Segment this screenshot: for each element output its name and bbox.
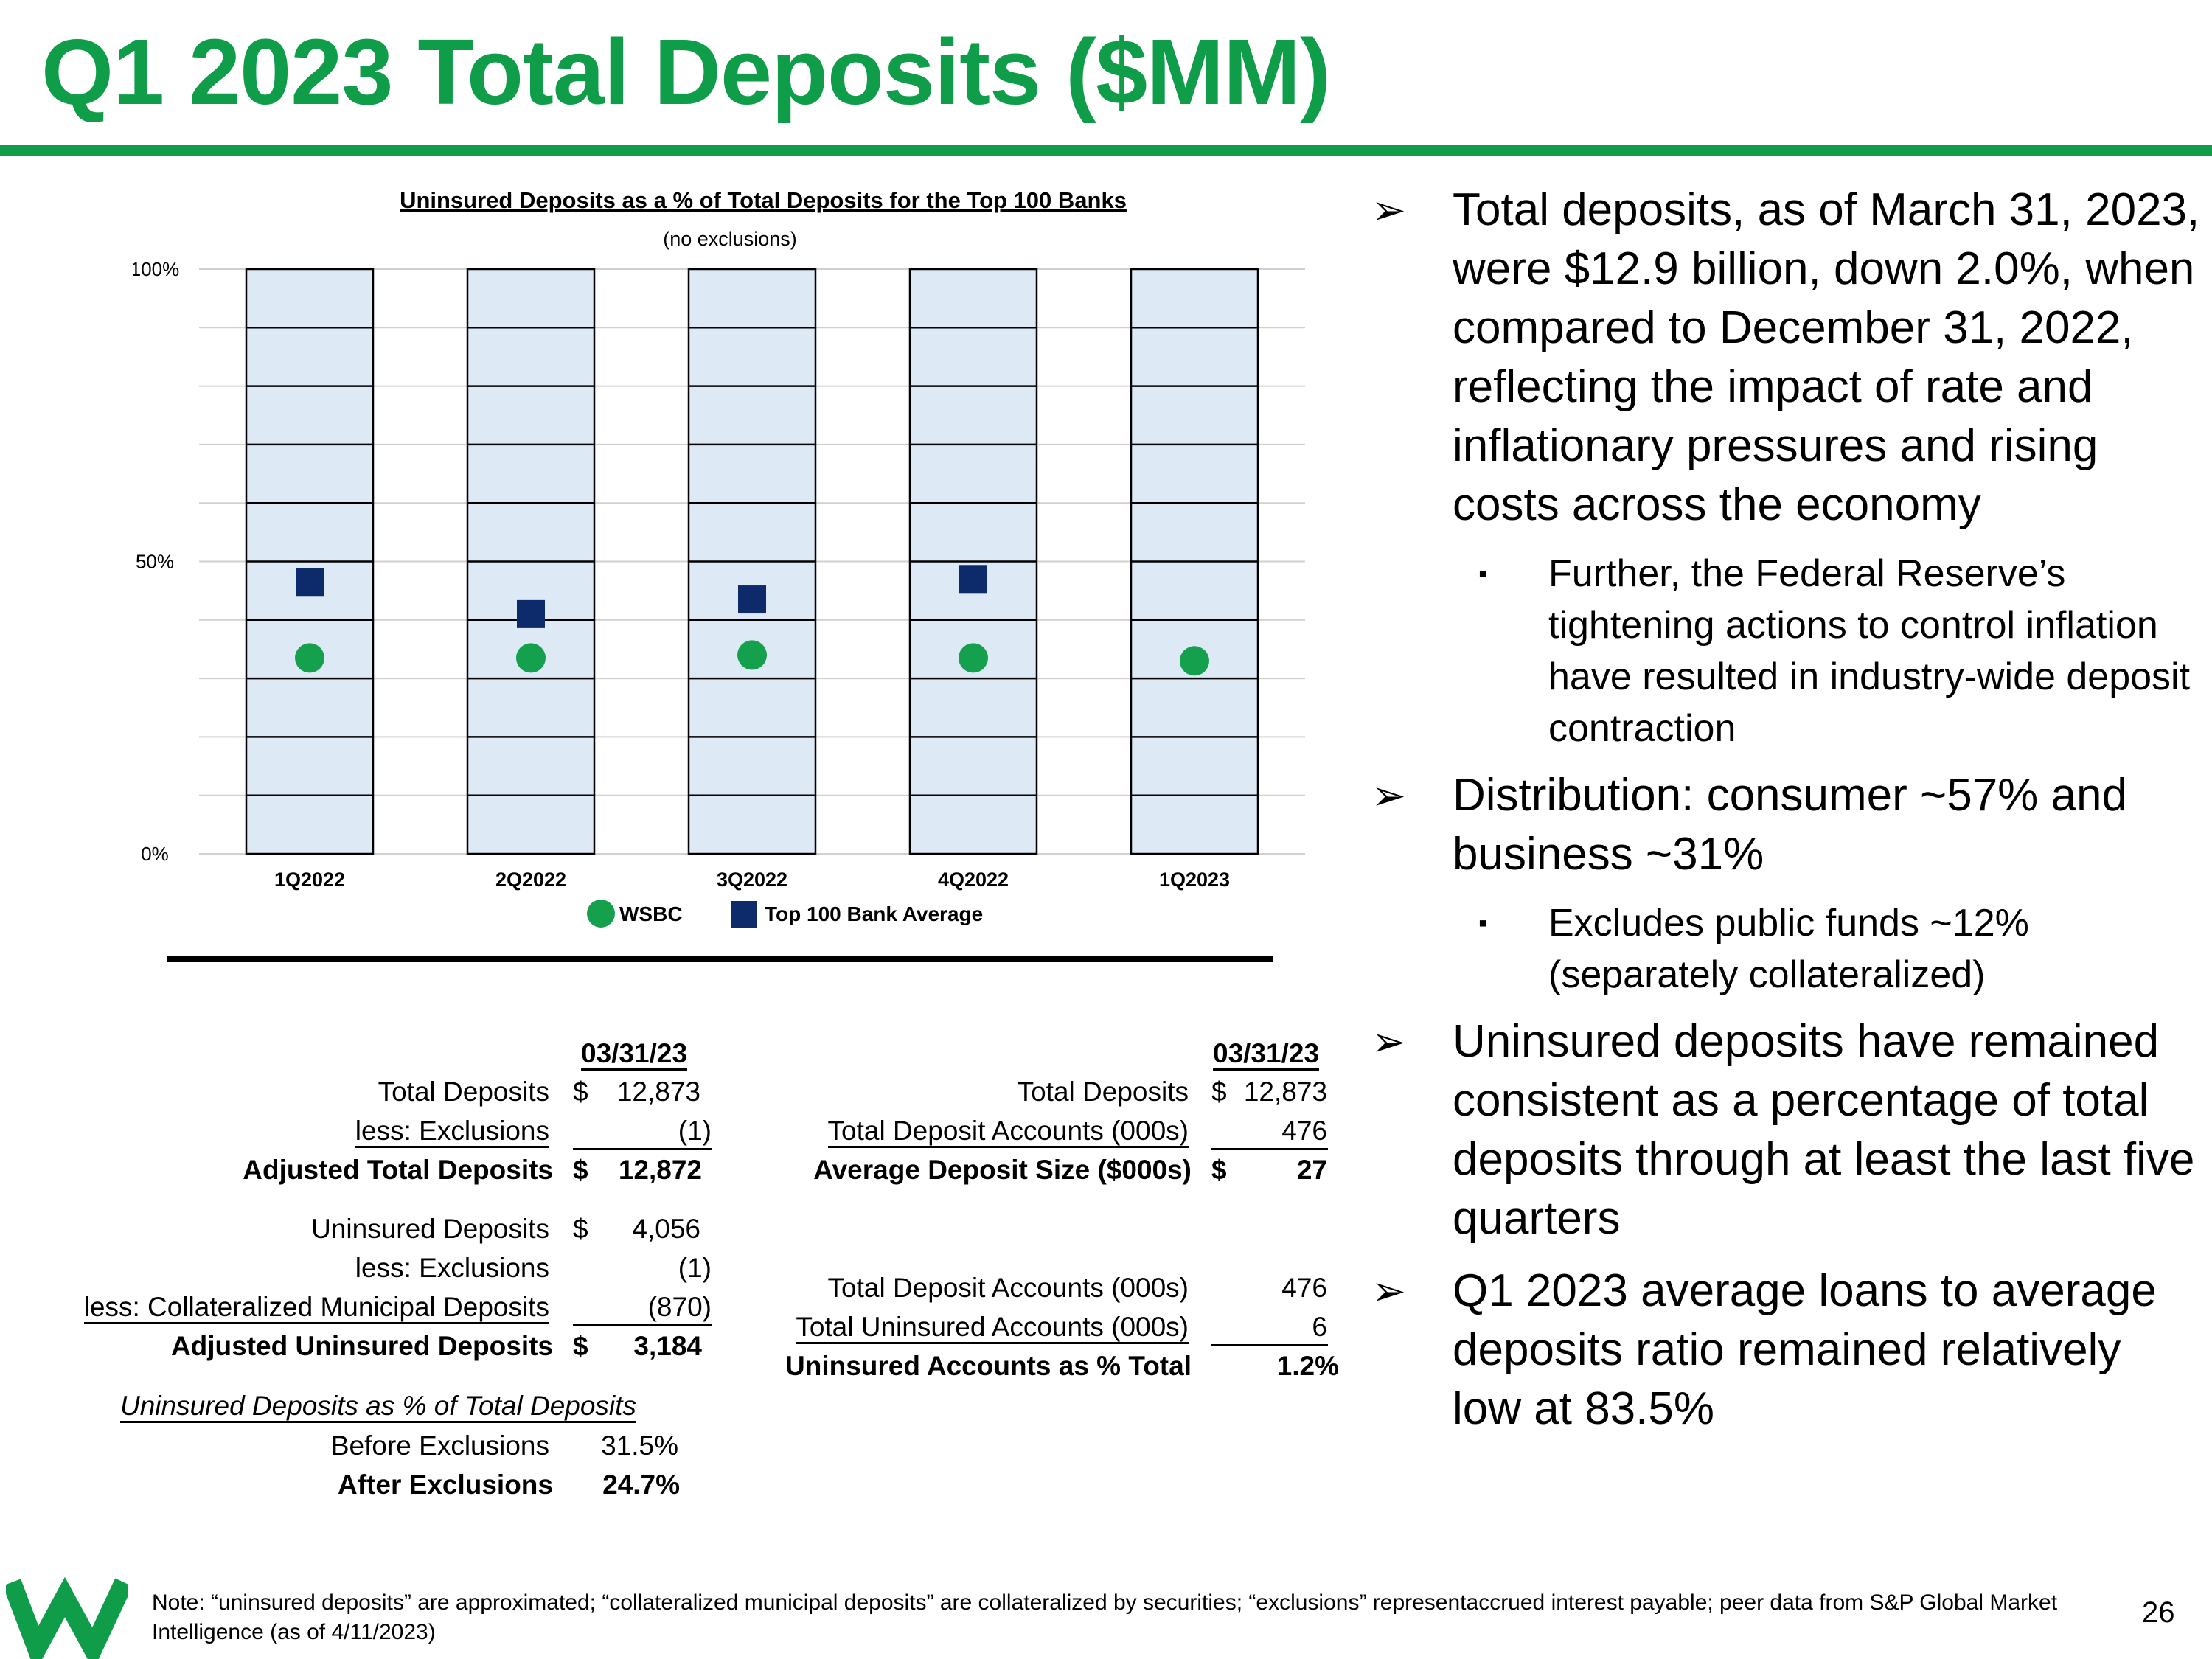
left-total-deposits-label: Total Deposits — [378, 1077, 549, 1107]
wsbc-point — [516, 643, 546, 673]
square-bullet-icon: ▪ — [1478, 560, 1488, 588]
bullet-uninsured-deposits-text: Uninsured deposits have remained consist… — [1453, 1016, 2195, 1244]
left-before-exclusions-label: Before Exclusions — [330, 1430, 549, 1461]
right-total-deposits-value: 12,873 — [1243, 1077, 1327, 1107]
right-avg-size-currency: $ — [1211, 1155, 1227, 1185]
left-less-muni-label: less: Collateralized Municipal Deposits — [83, 1293, 549, 1324]
wsbc-point — [295, 643, 324, 673]
x-tick-label: 1Q2022 — [274, 869, 345, 891]
bullet-distribution: ➢ Distribution: consumer ~57% and busine… — [1364, 766, 2201, 884]
y-tick-label: 0% — [141, 843, 169, 865]
legend-marker-wsbc — [587, 900, 615, 928]
legend-label-top100: Top 100 Bank Average — [765, 902, 983, 925]
bullet-total-deposits: ➢ Total deposits, as of March 31, 2023, … — [1364, 181, 2201, 535]
wsbc-point — [959, 643, 988, 673]
chart-title: Uninsured Deposits as a % of Total Depos… — [400, 187, 1127, 213]
wsbc-point — [1180, 646, 1209, 676]
right-uninsured-accounts-value: 6 — [1312, 1312, 1327, 1342]
left-adjusted-total-currency: $ — [573, 1155, 588, 1185]
arrow-bullet-icon: ➢ — [1371, 187, 1406, 233]
right-uninsured-pct-label: Uninsured Accounts as % Total — [785, 1351, 1192, 1381]
chart-columns — [245, 268, 1259, 855]
left-adjusted-total-value: 12,872 — [618, 1155, 702, 1185]
legend-label-wsbc: WSBC — [619, 902, 683, 925]
square-bullet-icon: ▪ — [1478, 909, 1488, 937]
left-after-exclusions-label: After Exclusions — [338, 1470, 553, 1500]
x-tick-label: 1Q2023 — [1159, 869, 1230, 891]
bullet-distribution-text: Distribution: consumer ~57% and business… — [1453, 770, 2127, 880]
x-tick-label: 2Q2022 — [495, 869, 566, 891]
left-less-exclusions-label: less: Exclusions — [355, 1117, 549, 1148]
chart-legend: WSBC Top 100 Bank Average — [587, 900, 983, 928]
right-accounts-rule — [1211, 1148, 1328, 1150]
chart-x-axis: 1Q2022 2Q2022 3Q2022 4Q2022 1Q2023 — [274, 869, 1230, 891]
left-less-exclusions2-label: less: Exclusions — [355, 1253, 549, 1283]
page-title: Q1 2023 Total Deposits ($MM) — [41, 20, 1331, 124]
footnote: Note: “uninsured deposits” are approxima… — [152, 1590, 2058, 1644]
arrow-bullet-icon: ➢ — [1371, 1018, 1406, 1065]
top100-average-point — [738, 585, 766, 614]
right-accounts-label: Total Deposit Accounts (000s) — [827, 1117, 1189, 1148]
left-adjusted-total-label: Adjusted Total Deposits — [243, 1155, 553, 1185]
bullet-total-deposits-text: Total deposits, as of March 31, 2023, we… — [1453, 184, 2200, 530]
left-uninsured-value: 4,056 — [632, 1214, 700, 1244]
left-less-muni-rule — [573, 1324, 712, 1326]
arrow-bullet-icon: ➢ — [1371, 772, 1406, 818]
left-total-deposits-value: 12,873 — [616, 1077, 700, 1107]
subbullet-public-funds-text: Excludes public funds ~12% (separately c… — [1548, 902, 2029, 996]
left-uninsured-currency: $ — [573, 1214, 588, 1244]
left-deposit-table: 03/31/23 Total Deposits $ 12,873 less: E… — [0, 1032, 737, 1519]
right-accounts2-value: 476 — [1281, 1273, 1327, 1303]
right-uninsured-pct-value: 1.2% — [1276, 1351, 1339, 1381]
bullet-loans-to-deposits: ➢ Q1 2023 average loans to average depos… — [1364, 1262, 2201, 1439]
left-adjusted-uninsured-label: Adjusted Uninsured Deposits — [170, 1331, 553, 1361]
top100-average-point — [517, 599, 545, 628]
x-tick-label: 4Q2022 — [938, 869, 1009, 891]
top100-average-point — [296, 568, 324, 597]
left-uninsured-label: Uninsured Deposits — [311, 1214, 549, 1244]
chart-subtitle: (no exclusions) — [663, 228, 797, 250]
chart-y-axis: 0% 50% 100% — [133, 258, 179, 865]
bullet-uninsured-deposits: ➢ Uninsured deposits have remained consi… — [1364, 1012, 2201, 1248]
left-less-exclusions2-value: (1) — [678, 1253, 712, 1283]
left-ratio-heading: Uninsured Deposits as % of Total Deposit… — [120, 1392, 636, 1423]
right-uninsured-accounts-label: Total Uninsured Accounts (000s) — [796, 1313, 1189, 1344]
top100-average-point — [959, 565, 987, 594]
right-total-deposits-label: Total Deposits — [1017, 1077, 1189, 1107]
chart-marks — [295, 565, 1209, 676]
y-tick-label: 100% — [133, 258, 179, 280]
bullet-loans-to-deposits-text: Q1 2023 average loans to average deposit… — [1453, 1265, 2157, 1434]
wesbanco-logo-icon — [6, 1576, 128, 1659]
right-avg-size-value: 27 — [1296, 1155, 1327, 1185]
y-tick-label: 50% — [136, 551, 174, 573]
right-accounts-value: 476 — [1281, 1116, 1327, 1146]
x-tick-label: 3Q2022 — [717, 869, 787, 891]
right-accounts2-label: Total Deposit Accounts (000s) — [827, 1273, 1189, 1303]
page-number: 26 — [2142, 1596, 2175, 1629]
left-adjusted-uninsured-value: 3,184 — [633, 1331, 702, 1361]
arrow-bullet-icon: ➢ — [1371, 1267, 1406, 1314]
left-before-exclusions-value: 31.5% — [601, 1430, 678, 1461]
right-table-header: 03/31/23 — [1213, 1040, 1320, 1071]
left-adjusted-uninsured-currency: $ — [573, 1331, 588, 1361]
left-less-exclusions-rule — [573, 1148, 712, 1150]
title-divider — [0, 145, 2212, 156]
wsbc-point — [737, 640, 767, 670]
legend-marker-top100 — [731, 901, 757, 928]
commentary-bullets: ➢ Total deposits, as of March 31, 2023, … — [1364, 181, 2201, 1452]
right-total-deposits-currency: $ — [1211, 1077, 1227, 1107]
subbullet-public-funds: ▪ Excludes public funds ~12% (separately… — [1364, 897, 2201, 1001]
subbullet-federal-reserve: ▪ Further, the Federal Reserve’s tighten… — [1364, 548, 2201, 754]
subbullet-federal-reserve-text: Further, the Federal Reserve’s tightenin… — [1548, 552, 2191, 750]
left-table-header: 03/31/23 — [581, 1040, 688, 1071]
right-deposit-table: 03/31/23 Total Deposits $ 12,873 Total D… — [737, 1032, 1349, 1401]
left-less-exclusions-value: (1) — [678, 1116, 712, 1146]
chart-divider — [167, 956, 1273, 962]
uninsured-deposits-chart: Uninsured Deposits as a % of Total Depos… — [133, 187, 1305, 928]
right-uninsured-accounts-rule — [1211, 1344, 1328, 1346]
left-after-exclusions-value: 24.7% — [602, 1470, 680, 1500]
right-avg-size-label: Average Deposit Size ($000s) — [813, 1155, 1192, 1185]
left-total-deposits-currency: $ — [573, 1077, 588, 1107]
left-less-muni-value: (870) — [647, 1292, 712, 1322]
